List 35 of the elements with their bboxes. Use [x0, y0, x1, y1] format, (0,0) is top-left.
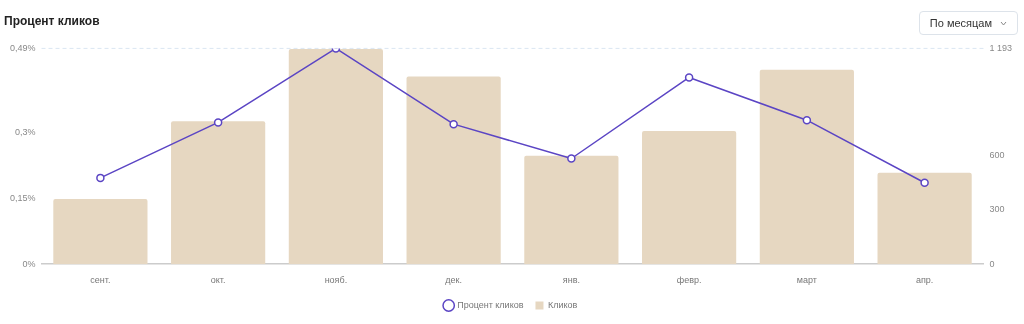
y2-tick-label: 300	[989, 204, 1005, 215]
x-tick-label: окт.	[210, 275, 226, 286]
legend-label: Процент кликов	[457, 299, 524, 310]
bar	[642, 131, 737, 265]
x-tick-label: нояб.	[324, 275, 348, 286]
bar	[171, 121, 266, 265]
chart-title: Процент кликов	[4, 13, 100, 28]
bar	[524, 155, 619, 265]
point	[567, 154, 576, 163]
bar	[406, 76, 501, 265]
x-tick-label: янв.	[562, 275, 580, 286]
y2-tick-label: 600	[989, 150, 1005, 161]
bar	[53, 199, 148, 265]
y-tick-label: 0,3%	[15, 126, 36, 137]
point	[213, 118, 223, 127]
y-tick-label: 0%	[22, 258, 36, 269]
x-tick-label: апр.	[915, 275, 934, 286]
point	[96, 173, 105, 183]
point	[802, 115, 812, 125]
x-tick-label: дек.	[445, 275, 462, 286]
y2-tick-label: 0	[989, 258, 995, 269]
bar	[877, 172, 972, 265]
bar	[288, 48, 383, 265]
y-tick-label: 0,49%	[9, 42, 36, 53]
x-tick-label: март	[796, 275, 817, 286]
point	[449, 119, 458, 129]
x-tick-label: февр.	[676, 275, 702, 286]
text: По месяцам	[929, 17, 992, 29]
y2-tick-label: 1 193	[989, 42, 1013, 53]
x-tick-label: сент.	[90, 275, 111, 286]
bar	[759, 69, 854, 265]
point	[920, 178, 929, 187]
point	[684, 73, 694, 82]
y-tick-label: 0,15%	[9, 192, 36, 203]
legend-label: Кликов	[547, 299, 578, 310]
